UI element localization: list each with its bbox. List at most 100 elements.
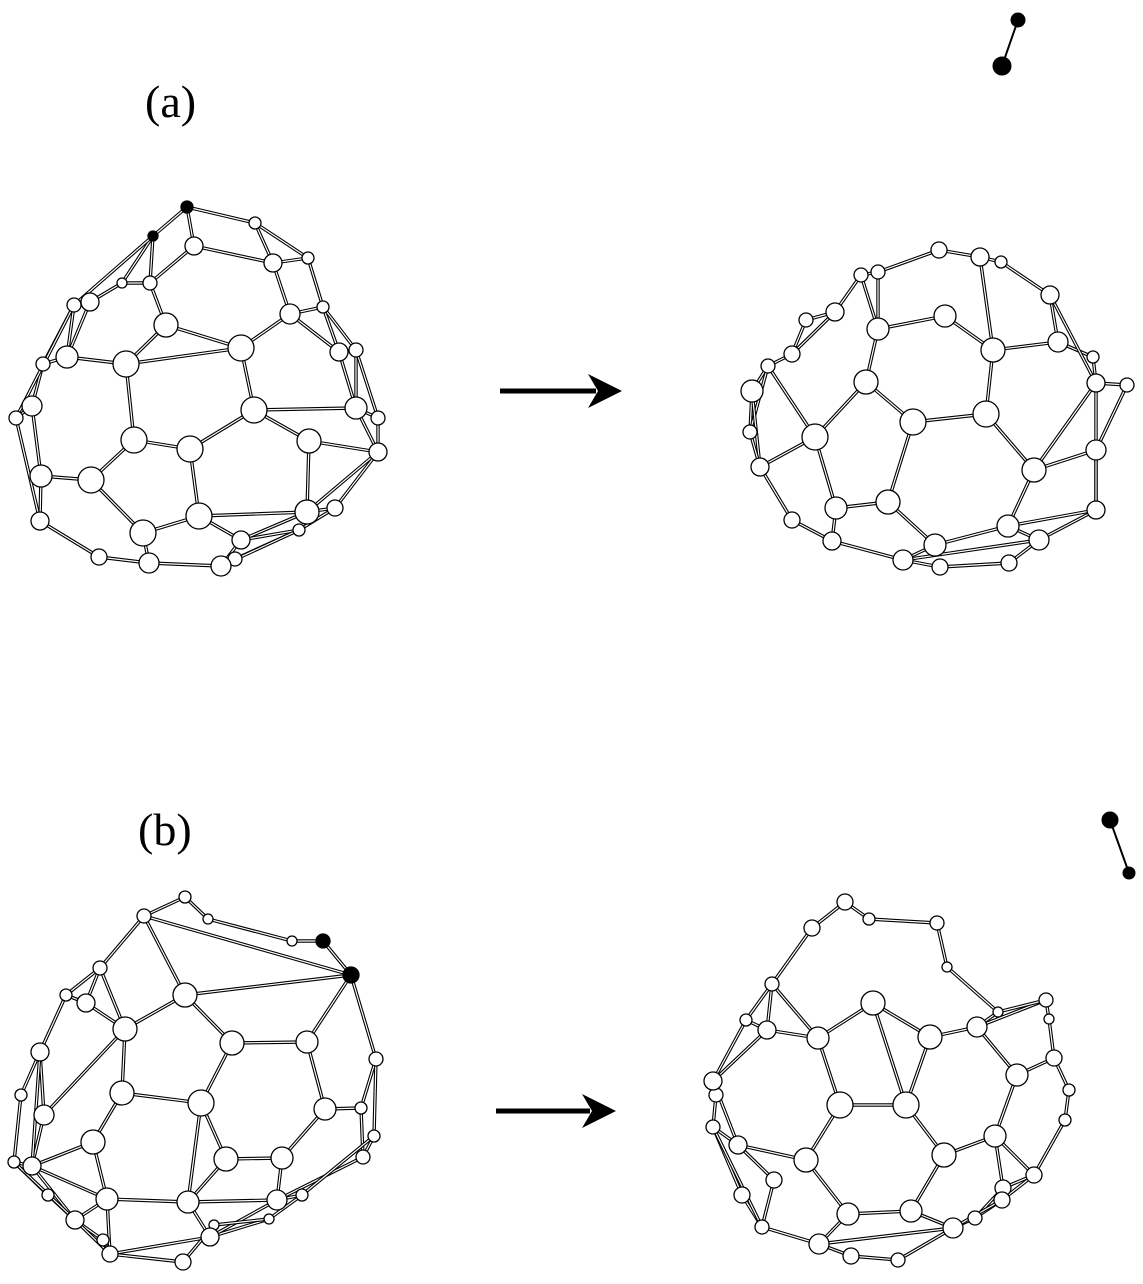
carbon-atom xyxy=(178,890,192,904)
carbon-atom xyxy=(899,1199,923,1223)
bond-highlight xyxy=(109,1253,184,1263)
dimer-atom xyxy=(992,56,1012,76)
carbon-atom xyxy=(263,1213,275,1225)
carbon-atom xyxy=(892,1091,920,1119)
carbon-atom xyxy=(368,1051,384,1067)
carbon-atom xyxy=(875,489,901,515)
emitted-dimer-b xyxy=(1101,811,1136,880)
carbon-atom xyxy=(1005,1063,1029,1087)
bond-highlight xyxy=(109,1236,211,1255)
bond-highlight xyxy=(868,918,938,924)
dimer-atom xyxy=(1010,12,1026,28)
bond-highlight xyxy=(1095,384,1128,451)
bond-highlight xyxy=(350,974,377,1060)
panel-b: (b) xyxy=(7,804,1136,1271)
carbon-atom xyxy=(176,1190,200,1214)
carbon-atom xyxy=(930,241,948,259)
carbon-atom xyxy=(824,496,848,520)
cage-b-after xyxy=(703,893,1076,1268)
carbon-atom xyxy=(803,919,821,937)
bond-highlight xyxy=(207,918,293,942)
carbon-atom xyxy=(1086,500,1106,520)
atom-layer xyxy=(7,890,384,1271)
carbon-atom xyxy=(270,1146,294,1170)
carbon-atom xyxy=(931,558,949,576)
carbon-atom xyxy=(90,548,108,566)
carbon-atom xyxy=(370,410,386,426)
carbon-atom xyxy=(917,1024,943,1050)
bond-highlight xyxy=(301,1135,375,1196)
carbon-atom xyxy=(116,277,128,289)
carbon-atom xyxy=(705,1119,721,1135)
carbon-atom xyxy=(806,1026,830,1050)
bond-highlight xyxy=(43,1028,126,1116)
bond-highlight xyxy=(254,222,309,259)
panel-a-label: (a) xyxy=(145,76,196,127)
carbon-atom xyxy=(65,1210,85,1230)
carbon-atom xyxy=(931,1142,957,1168)
carbon-atom xyxy=(1062,1083,1076,1097)
carbon-atom xyxy=(1040,285,1060,305)
bond-highlight xyxy=(771,983,819,1039)
bond-highlight xyxy=(106,1198,189,1203)
carbon-atom xyxy=(941,961,953,973)
carbon-atom xyxy=(980,337,1006,363)
carbon-atom xyxy=(972,400,1000,428)
bond-highlight xyxy=(1049,294,1097,384)
bond-highlight xyxy=(15,417,41,522)
carbon-atom xyxy=(22,1156,42,1176)
carbon-atom xyxy=(783,511,801,529)
panel-b-label: (b) xyxy=(138,804,192,855)
bond-highlight xyxy=(712,1126,763,1228)
carbon-atom xyxy=(825,302,845,322)
bond-highlight xyxy=(184,974,352,996)
bond-highlight xyxy=(1000,261,1051,296)
bond-highlight xyxy=(306,974,352,1043)
bond-highlight xyxy=(307,257,324,308)
carbon-atom xyxy=(853,267,869,283)
carbon-atom xyxy=(739,1013,753,1027)
carbon-atom xyxy=(129,519,157,547)
carbon-atom xyxy=(294,499,320,525)
atom-layer xyxy=(740,241,1135,576)
carbon-atom xyxy=(184,236,204,256)
bond-highlight xyxy=(360,1107,364,1158)
carbon-atom xyxy=(7,1155,21,1169)
carbon-atom xyxy=(231,530,251,550)
carbon-atom xyxy=(109,1080,135,1106)
carbon-atom xyxy=(185,502,213,530)
carbon-atom xyxy=(983,1124,1007,1148)
carbon-atom xyxy=(994,255,1008,269)
cage-b-before xyxy=(7,890,384,1271)
carbon-atom xyxy=(295,1030,319,1054)
bond-layer xyxy=(748,248,1129,569)
bond-highlight xyxy=(887,421,914,503)
carbon-atom xyxy=(14,1088,28,1102)
bond-highlight xyxy=(198,511,308,517)
bond-highlight xyxy=(818,1227,954,1245)
bond-highlight xyxy=(934,525,1009,546)
carbon-atom xyxy=(295,1188,309,1202)
carbon-atom xyxy=(992,1006,1004,1018)
carbon-atom xyxy=(1000,554,1018,572)
carbon-atom xyxy=(101,1245,119,1263)
bond-highlight xyxy=(360,1058,377,1109)
carbon-atom xyxy=(187,1089,215,1117)
carbon-atom xyxy=(55,345,79,369)
bond-highlight xyxy=(373,1058,377,1137)
carbon-atom xyxy=(703,1071,723,1091)
carbon-atom xyxy=(263,253,283,273)
carbon-atom xyxy=(970,247,990,267)
bond-highlight xyxy=(213,1218,270,1226)
carbon-atom xyxy=(966,1016,988,1038)
carbon-atom xyxy=(923,533,947,557)
bond-highlight xyxy=(877,249,940,273)
atom-layer xyxy=(8,200,388,577)
atom-layer xyxy=(703,893,1076,1268)
bond-highlight xyxy=(831,540,904,561)
carbon-atom xyxy=(213,1146,239,1172)
carbon-atom xyxy=(354,1101,368,1115)
carbon-atom xyxy=(1038,992,1054,1008)
carbon-atom xyxy=(754,1219,770,1235)
emitting-atom xyxy=(180,200,194,214)
